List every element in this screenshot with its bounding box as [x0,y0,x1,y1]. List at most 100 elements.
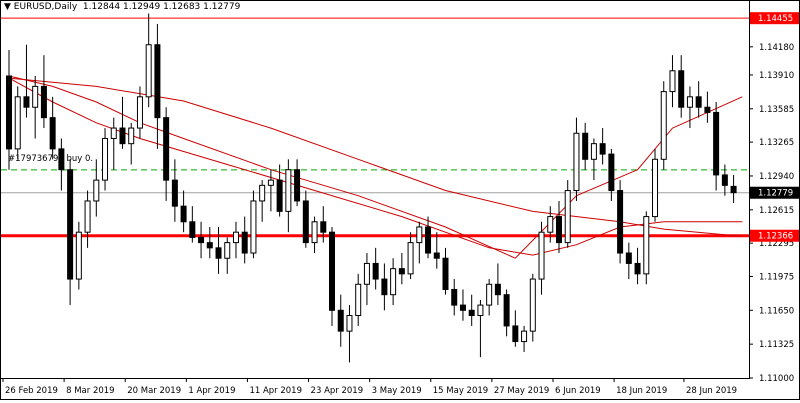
candle-body-bear [634,262,641,275]
candle [468,294,475,326]
price-tick-label: 1.11000 [759,374,794,384]
candle [730,174,737,204]
candle [582,122,589,170]
candle [416,221,423,264]
candle [363,253,370,306]
candle [302,190,309,248]
candle [250,190,257,259]
candle [58,138,65,191]
candle [704,91,711,123]
date-tick-label: 27 May 2019 [494,386,549,396]
price-tick-label: 1.11975 [759,272,794,282]
candle [442,247,449,295]
date-tick-label: 28 Jun 2019 [686,386,737,396]
candle [294,159,301,207]
candle-body-bull [32,85,39,108]
candle-body-bear [494,283,501,296]
candle-body-bear [625,252,632,264]
price-tick-label: 1.13585 [759,105,794,115]
candle-body-bull [224,242,231,259]
candle [538,221,545,295]
candle [40,55,47,129]
candle [573,117,580,201]
candle-body-bear [713,111,720,176]
candle [23,44,30,118]
candle-body-bear [337,309,344,332]
date-tick-label: 26 Feb 2019 [5,386,58,396]
candle-body-bull [311,221,318,244]
price-tick-label: 1.13910 [759,71,794,81]
candle-body-bear [276,179,283,212]
candle-body-bear [599,143,606,155]
candle [643,211,650,285]
candle [521,325,528,352]
candle [721,164,728,196]
candle-body-bull [538,231,545,280]
current-price-tag-text: 1.12779 [758,189,793,199]
level-tag-upper-box [750,12,799,25]
candle [346,305,353,363]
candle [625,242,632,280]
candle-body-bear [704,106,711,113]
candle-body-bull [477,304,484,317]
candle [355,273,362,326]
candle [119,96,126,149]
candle-body-bear [512,325,519,343]
candle-body-bear [171,179,178,207]
date-tick-label: 15 May 2019 [433,386,488,396]
date-axis: 26 Feb 2019 8 Mar 2019 20 Mar 2019 1 Apr 20… [2,378,737,396]
candle [267,169,274,212]
date-tick-label: 18 Jun 2019 [616,386,667,396]
candle [678,55,685,118]
candle [486,279,493,316]
candle [49,96,56,160]
candle-body-bear [294,169,301,202]
candle [93,159,100,217]
price-tick-label: 1.11650 [759,306,794,316]
candle [337,294,344,347]
candle [102,128,109,191]
candle-body-bull [259,184,266,202]
candle [163,107,170,201]
symbol-dropdown-icon[interactable]: ▼ [4,2,11,12]
candle [14,86,21,160]
candle-body-bear [721,174,728,186]
date-tick-label: 6 Jun 2019 [555,386,601,396]
candle-body-bull [267,179,274,186]
candle-body-bull [232,231,239,244]
candle-body-bear [442,257,449,290]
candle-body-bull [669,70,676,93]
candle-body-bull [363,262,370,285]
candle [608,148,615,201]
candle-body-bull [84,200,91,233]
candle-body-bear [329,231,336,311]
candle [398,253,405,285]
candle-body-bear [425,226,432,254]
candle-body-bull [564,190,571,244]
candle-body-bull [660,91,667,160]
candle-body-bear [67,169,74,280]
candle [145,13,152,108]
candle [276,164,283,217]
candle [407,232,414,280]
candle-body-bear [608,153,615,192]
candle-body-bear [398,268,405,275]
candle-body-bull [14,96,21,150]
candle-body-bull [110,127,117,139]
candle-body-bull [590,143,597,160]
price-tick-label: 1.13265 [759,138,794,148]
candle-body-bear [206,242,213,249]
candle [136,86,143,139]
candle [433,232,440,269]
candle [617,180,624,264]
candle [555,200,562,254]
candle [372,247,379,290]
chart-header-text: EURUSD,Daily 1.12844 1.12949 1.12683 1.1… [13,2,241,12]
candle-body-bull [521,330,528,343]
candle [599,128,606,165]
current-price-tag-box [750,186,799,199]
candle-body-bull [250,200,257,254]
date-tick-label: 3 May 2019 [372,386,422,396]
candles-layer[interactable] [6,13,737,363]
